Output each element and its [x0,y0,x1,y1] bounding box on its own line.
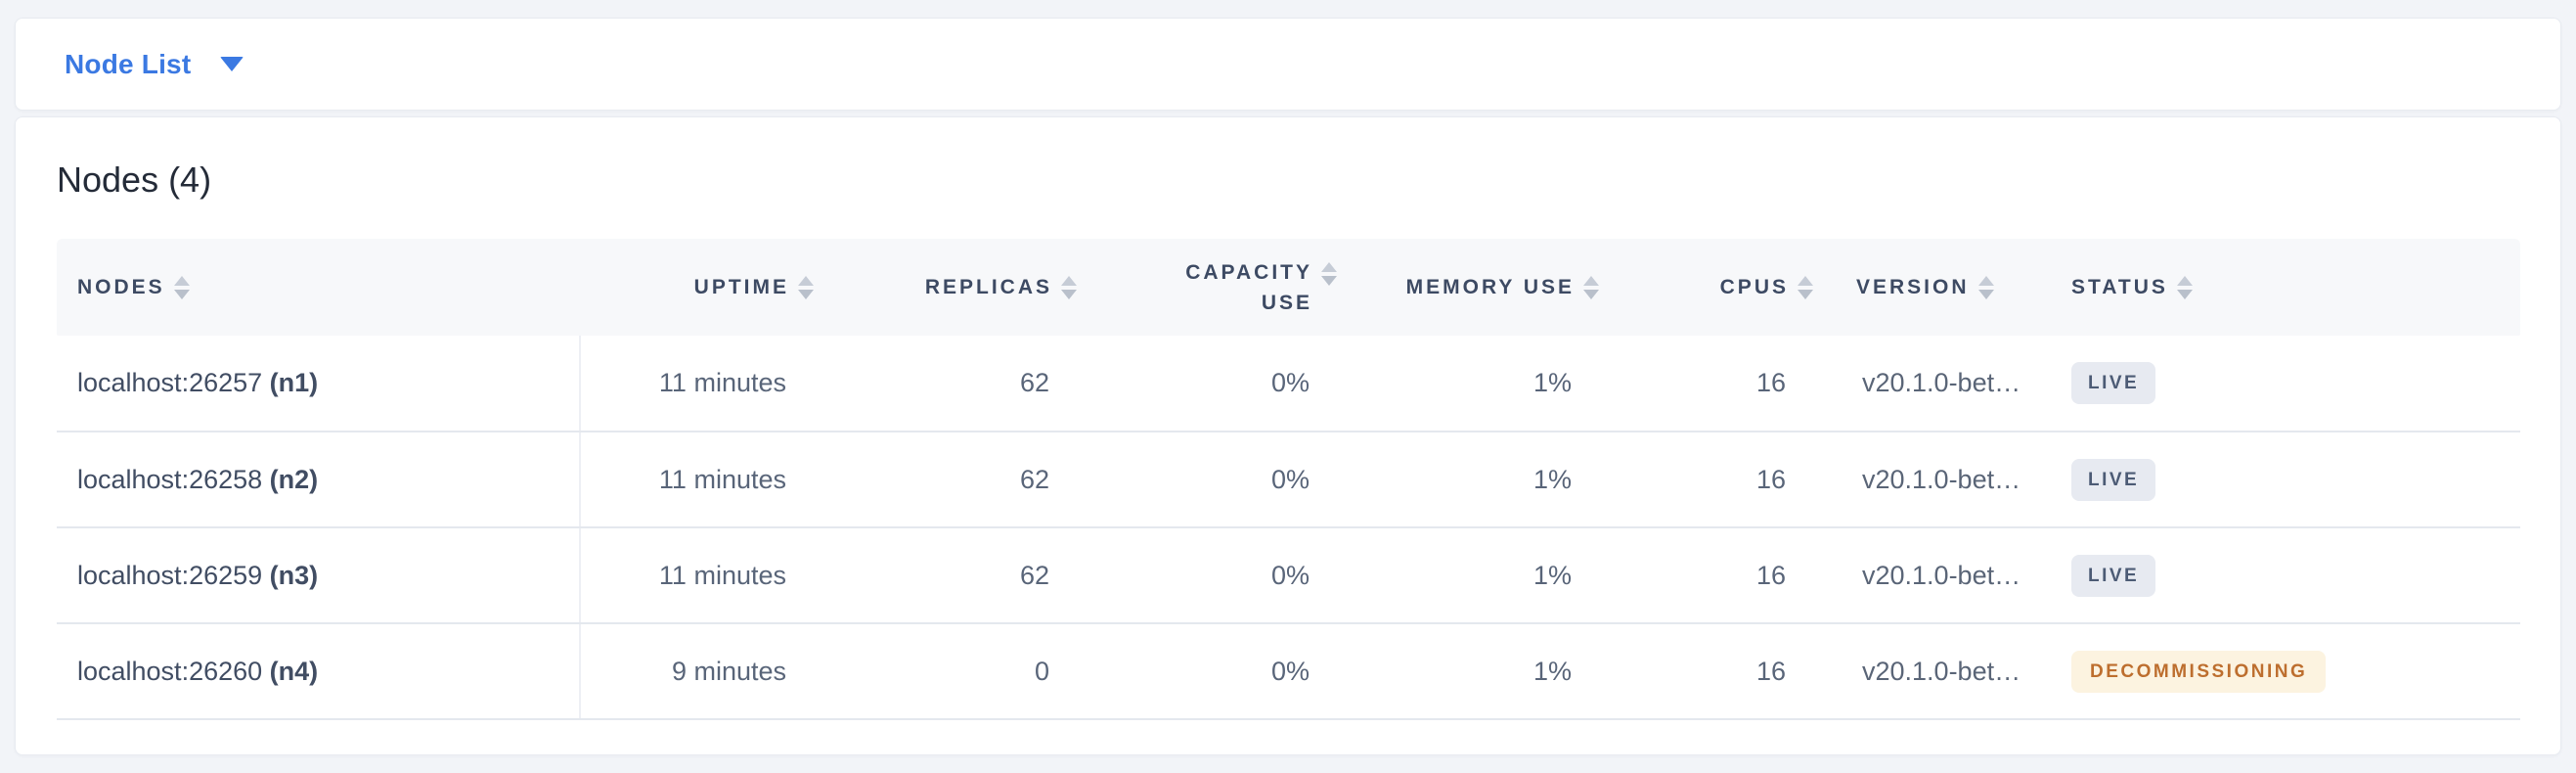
memory-use-cell: 1% [1347,336,1609,432]
replicas-cell: 62 [823,432,1087,528]
sort-icon [2176,275,2193,299]
column-header-version[interactable]: VERSION [1823,239,2050,336]
node-address-cell[interactable]: localhost:26257 (n1) [57,336,581,432]
capacity-use-cell: 0% [1087,623,1347,720]
memory-use-cell: 1% [1347,623,1609,720]
nodes-table: NODES UPTIME REPLICAS CAPACITY USE MEMOR… [57,239,2520,720]
node-address-cell[interactable]: localhost:26259 (n3) [57,527,581,624]
capacity-use-cell: 0% [1087,432,1347,528]
status-cell: LIVE [2050,432,2520,528]
page-title: Nodes (4) [57,159,212,200]
uptime-cell: 11 minutes [580,432,823,528]
sort-icon [1798,275,1813,299]
column-header-replicas[interactable]: REPLICAS [823,239,1087,336]
cpus-cell: 16 [1609,432,1823,528]
replicas-cell: 0 [823,623,1087,720]
capacity-use-cell: 0% [1087,336,1347,432]
view-dropdown-label: Node List [65,48,192,79]
status-badge: LIVE [2071,458,2156,501]
node-id: (n1) [269,368,319,397]
replicas-cell: 62 [823,336,1087,432]
node-address-cell[interactable]: localhost:26260 (n4) [57,623,581,720]
column-header-memory-use[interactable]: MEMORY USE [1347,239,1609,336]
sort-icon [173,275,190,299]
node-id: (n3) [269,560,319,590]
table-header-row: NODES UPTIME REPLICAS CAPACITY USE MEMOR… [57,239,2520,336]
table-row[interactable]: localhost:26258 (n2) 11 minutes 62 0% 1%… [57,432,2520,528]
status-cell: LIVE [2050,336,2520,432]
status-cell: LIVE [2050,527,2520,624]
replicas-cell: 62 [823,527,1087,624]
top-bar: Node List [15,18,2561,111]
memory-use-cell: 1% [1347,527,1609,624]
column-header-uptime[interactable]: UPTIME [580,239,823,336]
cpus-cell: 16 [1609,527,1823,624]
nodes-card: Nodes (4) NODES UPTIME REPLICAS CAPACITY… [15,116,2561,755]
sort-icon [1321,261,1337,286]
uptime-cell: 9 minutes [580,623,823,720]
memory-use-cell: 1% [1347,432,1609,528]
table-row[interactable]: localhost:26257 (n1) 11 minutes 62 0% 1%… [57,336,2520,432]
cpus-cell: 16 [1609,336,1823,432]
sort-icon [1583,275,1599,299]
column-header-nodes[interactable]: NODES [57,239,580,336]
view-dropdown[interactable]: Node List [65,49,244,80]
table-row[interactable]: localhost:26259 (n3) 11 minutes 62 0% 1%… [57,527,2520,624]
version-cell: v20.1.0-bet… [1823,432,2050,528]
version-cell: v20.1.0-bet… [1823,336,2050,432]
node-id: (n4) [269,656,319,686]
cpus-cell: 16 [1609,623,1823,720]
version-cell: v20.1.0-bet… [1823,623,2050,720]
node-id: (n2) [269,464,319,494]
uptime-cell: 11 minutes [580,336,823,432]
status-cell: DECOMMISSIONING [2050,623,2520,720]
column-header-capacity-use[interactable]: CAPACITY USE [1087,239,1347,336]
table-row[interactable]: localhost:26260 (n4) 9 minutes 0 0% 1% 1… [57,623,2520,720]
chevron-down-icon [220,57,244,71]
status-badge: LIVE [2071,362,2156,404]
uptime-cell: 11 minutes [580,527,823,624]
version-cell: v20.1.0-bet… [1823,527,2050,624]
status-badge: LIVE [2071,554,2156,597]
sort-icon [798,275,814,299]
status-badge: DECOMMISSIONING [2071,650,2327,693]
capacity-use-cell: 0% [1087,527,1347,624]
sort-icon [1061,275,1077,299]
column-header-status[interactable]: STATUS [2050,239,2520,336]
sort-icon [1977,275,1994,299]
column-header-cpus[interactable]: CPUS [1609,239,1823,336]
node-address-cell[interactable]: localhost:26258 (n2) [57,432,581,528]
